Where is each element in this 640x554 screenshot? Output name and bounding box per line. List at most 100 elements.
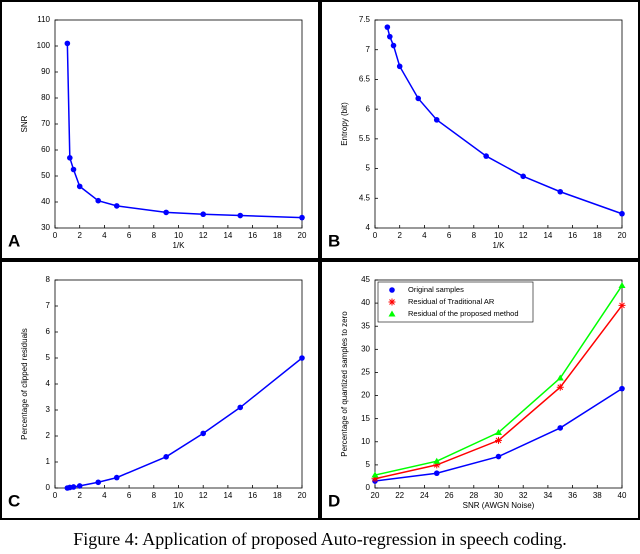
marker xyxy=(76,183,83,190)
x-tick-label: 2 xyxy=(77,231,82,240)
marker xyxy=(495,429,502,436)
marker xyxy=(557,188,564,195)
x-tick-label: 6 xyxy=(447,231,452,240)
x-tick-label: 34 xyxy=(543,491,552,500)
legend-marker xyxy=(388,310,396,317)
x-tick-label: 12 xyxy=(519,231,528,240)
y-tick-label: 30 xyxy=(41,223,50,232)
x-tick-label: 28 xyxy=(469,491,478,500)
legend-label: Residual of Traditional AR xyxy=(408,297,495,306)
y-axis-label: SNR xyxy=(20,115,29,132)
y-tick-label: 60 xyxy=(41,145,50,154)
x-tick-label: 12 xyxy=(199,231,208,240)
y-tick-label: 20 xyxy=(361,391,370,400)
y-tick-label: 7 xyxy=(366,45,371,54)
marker xyxy=(618,282,626,289)
panel-letter: C xyxy=(8,491,20,510)
x-tick-label: 20 xyxy=(371,491,380,500)
legend-box xyxy=(377,281,534,323)
marker xyxy=(415,95,422,102)
marker xyxy=(433,457,441,464)
y-tick-label: 5 xyxy=(46,353,51,362)
legend-label: Original samples xyxy=(408,285,464,294)
x-tick-label: 4 xyxy=(102,231,107,240)
marker xyxy=(433,470,440,477)
panel-letter: D xyxy=(328,491,340,510)
x-tick-label: 32 xyxy=(519,491,528,500)
series-line xyxy=(386,26,623,215)
x-tick-label: 8 xyxy=(152,491,157,500)
series-line xyxy=(67,357,303,489)
y-axis-label: Entropy (bit) xyxy=(340,102,349,146)
x-tick-label: 16 xyxy=(568,231,577,240)
y-tick-label: 5.5 xyxy=(359,134,371,143)
y-tick-label: 2 xyxy=(46,431,51,440)
x-axis-label: 1/K xyxy=(172,501,185,510)
marker xyxy=(299,355,305,361)
panel-letter: B xyxy=(328,231,340,250)
y-tick-label: 4.5 xyxy=(359,193,371,202)
x-tick-label: 14 xyxy=(543,231,552,240)
x-tick-label: 0 xyxy=(53,491,58,500)
y-tick-label: 7.5 xyxy=(359,15,371,24)
x-tick-label: 30 xyxy=(494,491,503,500)
y-tick-label: 7 xyxy=(46,301,51,310)
y-tick-label: 40 xyxy=(361,298,370,307)
marker xyxy=(95,479,102,486)
y-tick-label: 50 xyxy=(41,171,50,180)
y-tick-label: 1 xyxy=(46,457,51,466)
marker xyxy=(70,484,77,490)
plot-area xyxy=(374,19,623,229)
marker xyxy=(556,383,564,391)
y-axis-label: Percentage of quantized samples to zero xyxy=(340,311,349,457)
x-tick-label: 26 xyxy=(445,491,454,500)
x-tick-label: 6 xyxy=(127,231,132,240)
x-tick-label: 10 xyxy=(174,491,183,500)
marker xyxy=(70,166,77,173)
marker xyxy=(200,430,206,437)
y-tick-label: 45 xyxy=(361,275,370,284)
marker xyxy=(371,475,379,483)
x-tick-label: 38 xyxy=(593,491,602,500)
panel-letter: A xyxy=(8,231,20,250)
marker xyxy=(371,471,379,478)
x-tick-label: 4 xyxy=(102,491,107,500)
x-tick-label: 20 xyxy=(298,491,307,500)
x-tick-label: 16 xyxy=(248,231,257,240)
marker xyxy=(495,436,502,444)
x-tick-label: 8 xyxy=(472,231,477,240)
y-tick-label: 6 xyxy=(46,327,51,336)
x-tick-label: 8 xyxy=(152,231,157,240)
marker xyxy=(619,385,625,392)
marker xyxy=(495,453,502,460)
legend-label: Residual of the proposed method xyxy=(408,309,519,318)
marker xyxy=(387,33,393,40)
x-tick-label: 20 xyxy=(298,231,307,240)
y-axis-label: Percentage of clipped residuals xyxy=(20,328,29,440)
marker xyxy=(299,214,305,221)
y-tick-label: 25 xyxy=(361,368,370,377)
y-tick-label: 40 xyxy=(41,197,50,206)
marker xyxy=(95,197,102,204)
y-tick-label: 0 xyxy=(46,483,51,492)
marker xyxy=(384,24,391,30)
marker xyxy=(113,203,120,209)
y-tick-label: 90 xyxy=(41,67,50,76)
marker xyxy=(76,483,83,489)
x-tick-label: 4 xyxy=(422,231,427,240)
y-tick-label: 3 xyxy=(46,405,51,414)
x-tick-label: 6 xyxy=(127,491,132,500)
legend-marker xyxy=(389,287,395,293)
x-tick-label: 14 xyxy=(223,491,232,500)
y-tick-label: 6 xyxy=(366,104,371,113)
y-tick-label: 30 xyxy=(361,344,370,353)
legend-marker xyxy=(388,298,396,306)
x-tick-label: 40 xyxy=(618,491,627,500)
marker xyxy=(64,40,71,47)
x-tick-label: 14 xyxy=(223,231,232,240)
plot-area xyxy=(54,279,303,489)
x-tick-label: 24 xyxy=(420,491,429,500)
panel-frame xyxy=(320,260,640,520)
y-tick-label: 4 xyxy=(46,379,51,388)
